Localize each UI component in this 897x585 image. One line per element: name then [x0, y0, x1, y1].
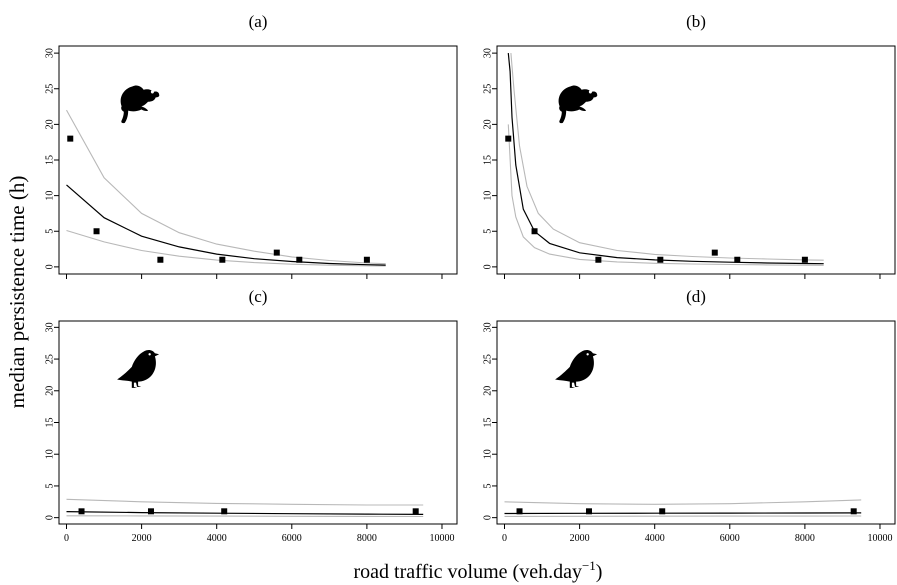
ci-lower-line — [507, 124, 824, 266]
curves — [507, 53, 824, 266]
y-tick-label: 30 — [45, 48, 56, 58]
plot-frame — [496, 45, 896, 275]
x-tick-label: 2000 — [570, 533, 590, 544]
data-point — [273, 249, 280, 256]
data-point — [516, 508, 523, 515]
y-tick-label: 0 — [45, 264, 56, 269]
data-point — [657, 256, 664, 263]
ci-upper-line — [504, 499, 862, 505]
y-tick-label: 30 — [483, 322, 494, 332]
fit-line — [66, 511, 424, 515]
bird-icon — [555, 350, 598, 388]
y-tick-label: 20 — [45, 119, 56, 129]
data-point — [147, 508, 154, 515]
ci-lower-line — [66, 229, 386, 267]
ci-upper-line — [66, 109, 386, 265]
y-tick-label: 20 — [483, 119, 494, 129]
data-point — [219, 256, 226, 263]
curves — [66, 498, 424, 518]
y-tick-label: 5 — [45, 483, 56, 488]
y-tick-label: 20 — [45, 386, 56, 396]
x-tick-label: 6000 — [282, 533, 302, 544]
y-tick-label: 5 — [45, 229, 56, 234]
frog-icon — [120, 85, 160, 124]
data-point — [850, 508, 857, 515]
y-tick-label: 25 — [45, 354, 56, 364]
panel-title: (b) — [686, 12, 706, 31]
chart-panel-4: (d) 0 5 10 15 20 25 30 0 2000 4000 6000 8000 10000 — [483, 287, 896, 544]
x-tick-label: 0 — [502, 533, 507, 544]
y-tick-label: 10 — [483, 191, 494, 201]
plot-frame — [58, 320, 458, 525]
y-axis-label: median persistence time (h) — [5, 176, 29, 409]
data-point — [296, 256, 303, 263]
x-axis-label-main: road traffic volume (veh.day — [354, 561, 582, 583]
plot-frame — [58, 45, 458, 275]
data-point — [412, 508, 419, 515]
ci-upper-line — [66, 498, 424, 506]
data-point — [93, 228, 100, 235]
y-tick-label: 15 — [45, 155, 56, 165]
data-point — [67, 135, 74, 142]
chart-panel-2: (b) 0 5 10 15 20 25 30 — [483, 12, 896, 279]
y-tick-label: 30 — [45, 322, 56, 332]
x-tick-label: 6000 — [720, 533, 740, 544]
data-point — [505, 135, 512, 142]
x-tick-label: 10000 — [867, 533, 892, 544]
y-tick-label: 5 — [483, 229, 494, 234]
data-point — [711, 249, 718, 256]
x-tick-label: 4000 — [645, 533, 665, 544]
y-tick-label: 25 — [483, 354, 494, 364]
x-tick-label: 4000 — [207, 533, 227, 544]
chart-panel-1: (a) 0 5 10 15 20 25 30 — [45, 12, 458, 279]
chart-panel-3: (c) 0 5 10 15 20 25 30 0 2000 4000 6000 8000 10000 — [45, 287, 458, 544]
data-point — [659, 508, 666, 515]
x-axis-label: road traffic volume (veh.day−1) — [354, 558, 603, 583]
data-point — [585, 508, 592, 515]
y-tick-label: 10 — [45, 191, 56, 201]
fit-line — [507, 53, 824, 265]
y-tick-label: 25 — [45, 84, 56, 94]
y-tick-label: 15 — [483, 418, 494, 428]
data-point — [221, 508, 228, 515]
data-point — [734, 256, 741, 263]
ci-upper-line — [510, 53, 824, 261]
plot-frame — [496, 320, 896, 525]
y-tick-label: 0 — [483, 264, 494, 269]
y-tick-label: 15 — [483, 155, 494, 165]
y-tick-label: 30 — [483, 48, 494, 58]
data-point — [801, 256, 808, 263]
y-tick-label: 5 — [483, 483, 494, 488]
fit-line — [66, 184, 386, 266]
curves — [504, 499, 862, 517]
curves — [66, 109, 386, 267]
bird-icon — [117, 350, 160, 388]
data-point — [595, 256, 602, 263]
y-tick-label: 0 — [483, 515, 494, 520]
fit-line — [504, 512, 862, 515]
x-axis-label-close: ) — [596, 561, 603, 583]
y-tick-label: 10 — [483, 449, 494, 459]
ci-lower-line — [66, 515, 424, 518]
y-tick-label: 15 — [45, 418, 56, 428]
data-point — [363, 256, 370, 263]
x-tick-label: 8000 — [357, 533, 377, 544]
y-tick-label: 0 — [45, 515, 56, 520]
data-point — [157, 256, 164, 263]
x-axis-label-superscript: −1 — [582, 558, 596, 573]
x-tick-label: 2000 — [132, 533, 152, 544]
panel-title: (d) — [686, 287, 706, 306]
data-point — [531, 228, 538, 235]
y-tick-label: 20 — [483, 386, 494, 396]
x-tick-label: 0 — [64, 533, 69, 544]
frog-icon — [558, 85, 598, 124]
y-tick-label: 10 — [45, 449, 56, 459]
x-tick-label: 8000 — [795, 533, 815, 544]
panel-title: (c) — [249, 287, 268, 306]
data-point — [78, 508, 85, 515]
panel-title: (a) — [249, 12, 268, 31]
x-tick-label: 10000 — [429, 533, 454, 544]
y-tick-label: 25 — [483, 84, 494, 94]
